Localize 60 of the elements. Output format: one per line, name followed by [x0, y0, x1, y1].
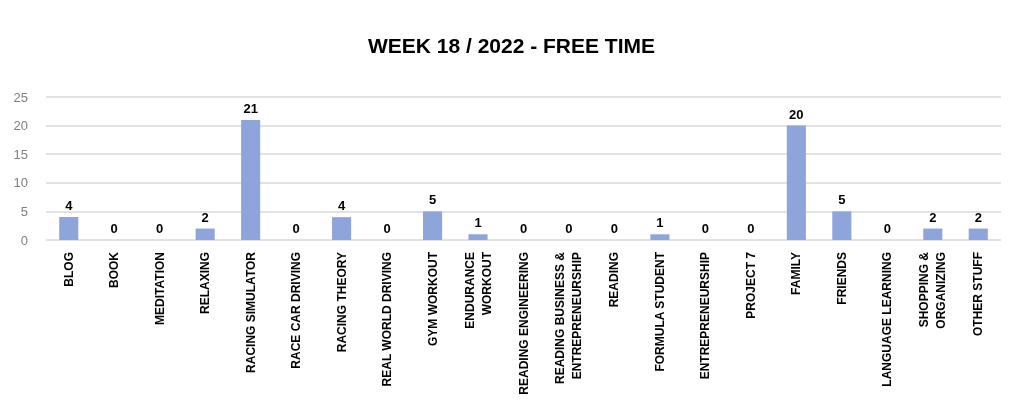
- bar: [650, 234, 670, 240]
- data-label: 21: [243, 100, 258, 116]
- bar: [786, 125, 806, 240]
- x-tick-label: BOOK: [107, 251, 122, 288]
- x-tick-label: READING: [607, 252, 622, 308]
- y-tick-label: 25: [13, 89, 28, 105]
- bar: [468, 234, 488, 240]
- data-label: 0: [747, 221, 755, 236]
- data-label: 0: [519, 221, 528, 236]
- x-tick-label: FORMULA STUDENT: [652, 251, 667, 372]
- data-label: 0: [883, 221, 891, 236]
- bar: [832, 211, 852, 240]
- bar: [59, 217, 79, 240]
- x-tick-label: RACING THEORY: [334, 252, 349, 353]
- data-label: 0: [110, 221, 118, 236]
- x-tick-label: GYM WORKOUT: [425, 251, 440, 346]
- y-tick-label: 10: [13, 175, 28, 191]
- bar: [241, 119, 261, 240]
- chart-title: WEEK 18 / 2022 - FREE TIME: [367, 34, 656, 57]
- data-label: 4: [337, 198, 346, 214]
- x-tick-label: ENTREPRENEURSHIP: [698, 252, 713, 380]
- x-tick-label: RELAXING: [198, 252, 213, 315]
- data-label: 0: [701, 221, 710, 236]
- x-tick-label: MEDITATION: [152, 252, 167, 325]
- data-label: 5: [428, 192, 437, 208]
- data-label: 1: [474, 215, 482, 231]
- data-label: 0: [383, 221, 391, 236]
- data-label: 0: [565, 221, 573, 236]
- bar: [195, 228, 215, 240]
- data-label: 2: [974, 209, 982, 225]
- bar: [968, 228, 988, 240]
- x-tick-label: LANGUAGE LEARNING: [880, 252, 895, 387]
- data-label: 0: [156, 221, 164, 236]
- data-label: 0: [610, 221, 619, 236]
- x-tick-label: PROJECT 7: [743, 251, 758, 319]
- x-tick-label: SHOPPING & ORGANIZING: [917, 251, 949, 329]
- y-tick-label: 20: [13, 118, 28, 134]
- x-tick-label: FAMILY: [789, 252, 804, 295]
- x-tick-label: REAL WORLD DRIVING: [380, 252, 395, 387]
- data-label: 1: [656, 215, 664, 231]
- data-label: 20: [789, 106, 804, 122]
- x-tick-label: OTHER STUFF: [971, 252, 986, 336]
- bar: [423, 211, 443, 240]
- bar: [332, 217, 352, 240]
- y-tick-label: 5: [20, 203, 28, 219]
- x-tick-label: RACING SIMULATOR: [243, 251, 258, 373]
- x-tick-label: READING ENGINEERING: [516, 252, 531, 395]
- data-label: 2: [929, 209, 937, 225]
- bar: [923, 228, 943, 240]
- data-label: 2: [201, 209, 209, 225]
- x-tick-label: RACE CAR DRIVING: [289, 252, 304, 369]
- x-tick-label: FRIENDS: [834, 252, 849, 305]
- y-tick-label: 0: [20, 232, 28, 248]
- x-tick-label: READING BUSINESS & ENTREPRENEURSHIP: [553, 251, 585, 385]
- y-tick-label: 15: [13, 146, 28, 162]
- data-label: 5: [838, 192, 846, 208]
- x-tick-label: BLOG: [61, 252, 76, 287]
- x-tick-label: ENDURANCE WORKOUT: [462, 251, 494, 329]
- data-label: 0: [292, 221, 300, 236]
- data-label: 4: [65, 198, 74, 214]
